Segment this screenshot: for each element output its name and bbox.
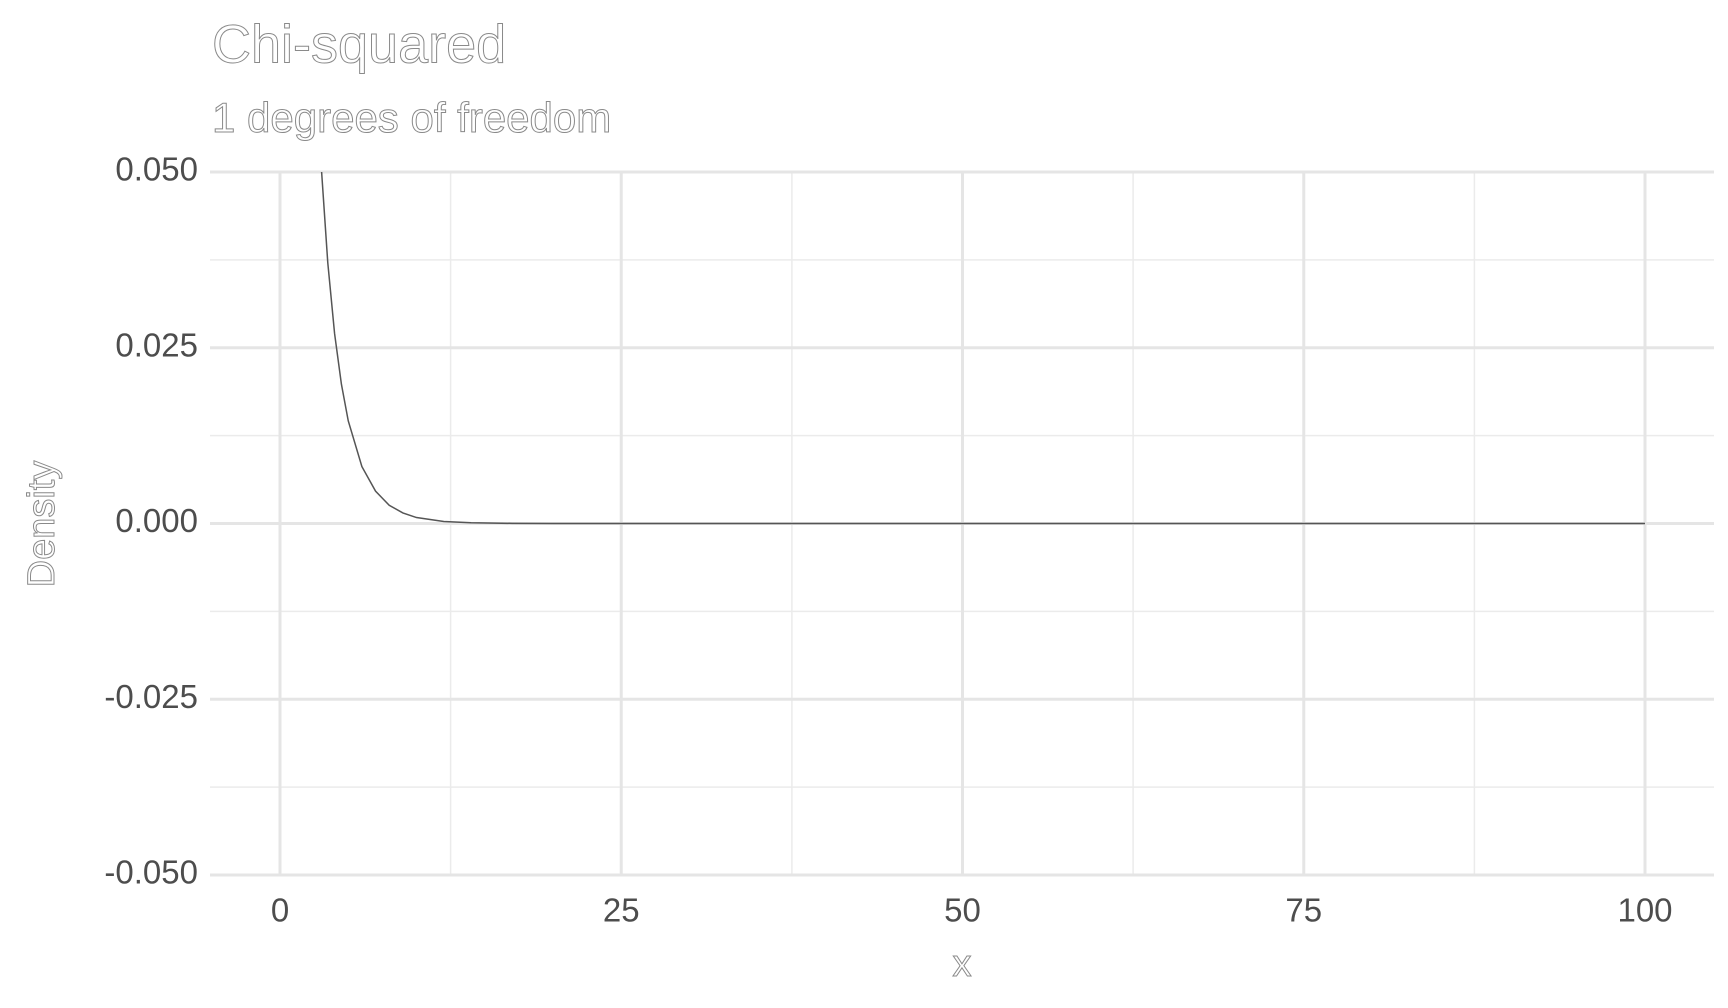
y-tick-label: 0.025 (115, 326, 198, 363)
y-tick-label: 0.050 (115, 151, 198, 188)
chart-title: Chi-squared (212, 14, 506, 74)
y-tick-label: -0.025 (104, 678, 198, 715)
x-tick-label: 0 (271, 892, 289, 929)
chart-subtitle: 1 degrees of freedom (212, 94, 611, 141)
x-axis-label: x (953, 943, 972, 985)
y-tick-label: 0.000 (115, 502, 198, 539)
y-tick-label: -0.050 (104, 854, 198, 891)
x-tick-label: 75 (1285, 892, 1322, 929)
x-tick-label: 50 (944, 892, 981, 929)
x-tick-label: 100 (1617, 892, 1672, 929)
line (320, 172, 1645, 525)
y-axis-label: Density (21, 461, 63, 588)
x-tick-label: 25 (603, 892, 640, 929)
plot-area (320, 172, 1645, 525)
